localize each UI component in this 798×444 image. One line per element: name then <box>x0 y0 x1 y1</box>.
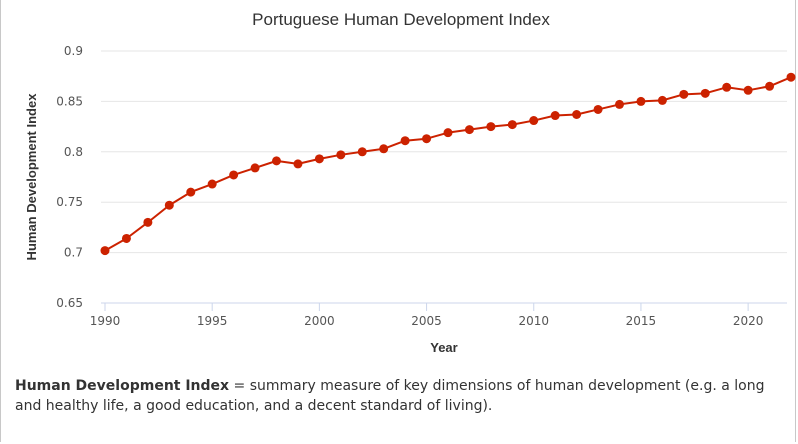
chart-title: Portuguese Human Development Index <box>252 10 550 29</box>
grid <box>101 50 787 304</box>
x-tick-label: 1995 <box>197 314 228 328</box>
x-axis-title: Year <box>430 340 457 355</box>
data-point[interactable] <box>443 128 453 138</box>
x-tick-label: 2005 <box>411 314 442 328</box>
y-axis-title: Human Development Index <box>24 93 39 261</box>
data-point[interactable] <box>464 125 474 135</box>
data-point[interactable] <box>121 233 131 243</box>
data-point[interactable] <box>529 116 539 126</box>
data-point[interactable] <box>336 150 346 160</box>
data-point[interactable] <box>657 95 667 105</box>
data-point[interactable] <box>572 110 582 120</box>
data-point[interactable] <box>722 82 732 92</box>
data-point[interactable] <box>700 88 710 98</box>
data-point[interactable] <box>679 89 689 99</box>
y-tick-label: 0.85 <box>56 94 83 108</box>
data-point[interactable] <box>207 179 217 189</box>
chart: 0.65 0.7 0.75 0.8 0.85 0.9 1990 1995 2000 2005 201… <box>24 10 796 355</box>
y-tick-label: 0.75 <box>56 195 83 209</box>
y-tick-label: 0.9 <box>64 44 83 58</box>
data-point[interactable] <box>615 99 624 109</box>
data-point[interactable] <box>293 159 303 169</box>
data-point[interactable] <box>186 187 196 197</box>
x-tick-label: 2020 <box>733 314 764 328</box>
y-tick-label: 0.8 <box>64 145 83 159</box>
data-point[interactable] <box>765 81 775 91</box>
x-tick-label: 2010 <box>518 314 549 328</box>
data-point[interactable] <box>743 85 753 95</box>
caption-term: Human Development Index <box>15 378 230 394</box>
data-point[interactable] <box>379 144 389 154</box>
data-point[interactable] <box>422 134 432 144</box>
data-point[interactable] <box>357 147 367 157</box>
data-point[interactable] <box>143 217 153 227</box>
x-tick-label: 1990 <box>90 314 121 328</box>
y-tick-label: 0.65 <box>56 296 83 310</box>
data-point[interactable] <box>786 72 796 82</box>
x-tick-label: 2015 <box>626 314 657 328</box>
series-line <box>104 76 792 252</box>
data-point[interactable] <box>593 104 603 114</box>
data-point[interactable] <box>229 170 239 180</box>
data-point[interactable] <box>400 136 410 146</box>
data-point[interactable] <box>314 154 324 164</box>
caption-definition: = summary measure of key dimensions of h… <box>15 378 765 414</box>
data-point[interactable] <box>550 111 560 121</box>
data-point[interactable] <box>250 163 260 173</box>
series <box>100 72 796 256</box>
data-point[interactable] <box>636 96 646 106</box>
axes: 0.65 0.7 0.75 0.8 0.85 0.9 1990 1995 2000 2005 201… <box>56 44 787 328</box>
x-tick-label: 2000 <box>304 314 335 328</box>
data-point[interactable] <box>486 122 496 132</box>
data-point[interactable] <box>100 246 110 256</box>
data-point[interactable] <box>272 156 281 166</box>
data-point[interactable] <box>507 120 517 130</box>
data-point[interactable] <box>164 200 174 210</box>
caption: Human Development Index = summary measur… <box>15 376 785 416</box>
y-tick-label: 0.7 <box>64 246 83 260</box>
